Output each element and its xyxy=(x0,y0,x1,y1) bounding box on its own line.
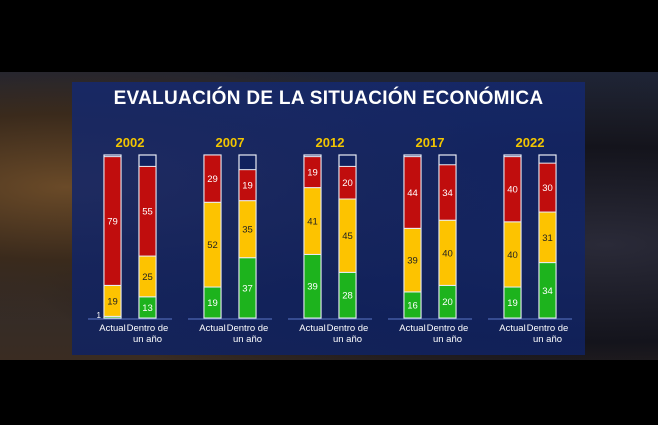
category-label: Actual xyxy=(399,323,425,334)
category-label: un año xyxy=(233,334,262,345)
category-label: Actual xyxy=(199,323,225,334)
data-label: 34 xyxy=(442,188,453,199)
chart-panel xyxy=(72,82,585,355)
data-label: 19 xyxy=(207,298,218,309)
year-label: 2017 xyxy=(416,135,445,150)
chart-title: EVALUACIÓN DE LA SITUACIÓN ECONÓMICA xyxy=(113,88,544,109)
bar-segment-red xyxy=(503,156,522,223)
data-label: 37 xyxy=(242,283,253,294)
data-label: 45 xyxy=(342,231,353,242)
bar-segment-red xyxy=(538,162,557,213)
category-label: un año xyxy=(533,334,562,345)
year-label: 2012 xyxy=(316,135,345,150)
bar-segment-red xyxy=(238,169,257,202)
data-label: 79 xyxy=(107,217,118,228)
data-label: 20 xyxy=(442,297,453,308)
category-label: Actual xyxy=(499,323,525,334)
data-label: 40 xyxy=(442,248,453,259)
data-label: 28 xyxy=(342,291,353,302)
year-label: 2022 xyxy=(516,135,545,150)
category-label: Dentro de xyxy=(527,323,569,334)
category-label: Dentro de xyxy=(227,323,269,334)
category-label: Actual xyxy=(99,323,125,334)
bar-segment-red xyxy=(438,164,457,221)
bar-segment-red xyxy=(138,165,157,257)
data-label: 1 xyxy=(97,311,102,320)
data-label: 19 xyxy=(507,298,518,309)
data-label: 55 xyxy=(142,207,153,218)
bar-segment-red xyxy=(203,154,222,203)
category-label: Dentro de xyxy=(127,323,169,334)
data-label: 39 xyxy=(407,256,418,267)
data-label: 16 xyxy=(407,300,418,311)
data-label: 20 xyxy=(342,178,353,189)
bar-segment-red xyxy=(338,165,357,200)
category-label: Dentro de xyxy=(427,323,469,334)
category-label: un año xyxy=(433,334,462,345)
bar-segment-red xyxy=(303,156,322,189)
data-label: 30 xyxy=(542,183,553,194)
data-label: 39 xyxy=(307,282,318,293)
data-label: 41 xyxy=(307,217,318,228)
data-label: 40 xyxy=(507,250,518,261)
bar-segment-red xyxy=(103,156,122,286)
category-label: un año xyxy=(333,334,362,345)
category-label: Actual xyxy=(299,323,325,334)
year-label: 2002 xyxy=(116,135,145,150)
data-label: 19 xyxy=(242,181,253,192)
data-label: 52 xyxy=(207,240,218,251)
data-label: 29 xyxy=(207,174,218,185)
category-label: Dentro de xyxy=(327,323,369,334)
data-label: 19 xyxy=(307,168,318,179)
data-label: 34 xyxy=(542,286,553,297)
bar-segment-red xyxy=(403,156,422,229)
data-label: 25 xyxy=(142,272,153,283)
data-label: 40 xyxy=(507,185,518,196)
data-label: 13 xyxy=(142,303,153,314)
year-label: 2007 xyxy=(216,135,245,150)
category-label: un año xyxy=(133,334,162,345)
data-label: 44 xyxy=(407,188,418,199)
data-label: 35 xyxy=(242,225,253,236)
data-label: 19 xyxy=(107,296,118,307)
data-label: 31 xyxy=(542,233,553,244)
